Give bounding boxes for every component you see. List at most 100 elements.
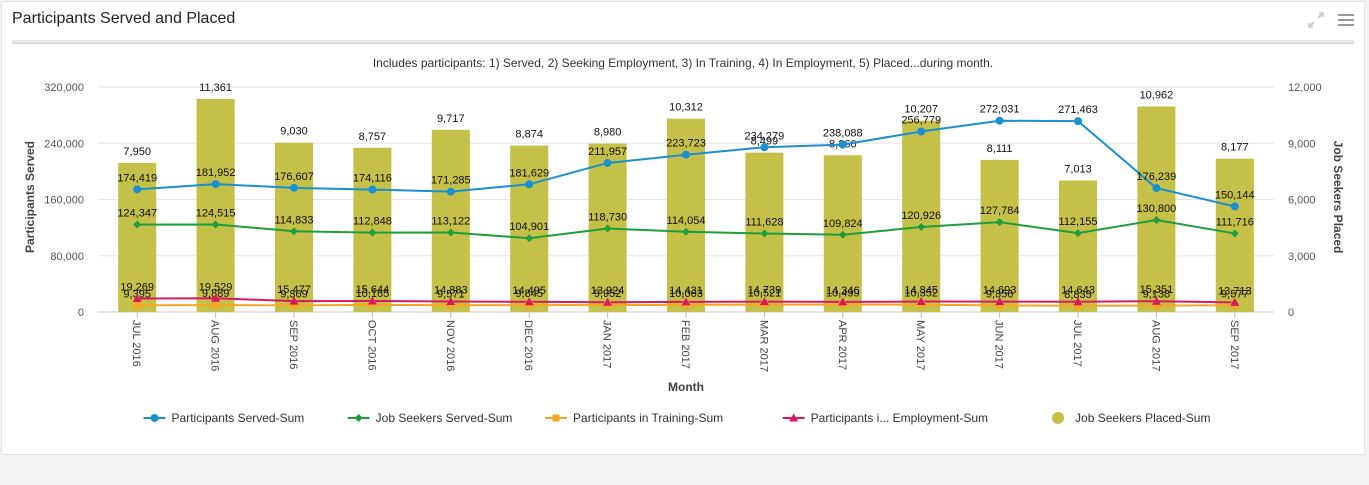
- point: [525, 234, 534, 243]
- legend-label: Participants Served-Sum: [172, 411, 305, 425]
- line-data-label: 271,463: [1058, 104, 1098, 116]
- point: [995, 297, 1005, 306]
- point: [1151, 296, 1161, 305]
- point: [211, 220, 220, 229]
- legend: Participants Served-Sum Job Seekers Serve…: [143, 411, 1210, 425]
- line-series: 174,419 181,952 176,607 174,116 171,285 181,6…: [117, 104, 1255, 310]
- expand-icon[interactable]: [1306, 10, 1326, 30]
- hamburger-menu-icon[interactable]: [1336, 10, 1356, 30]
- point: [354, 414, 363, 422]
- point: [290, 227, 298, 236]
- x-tick-label: FEB 2017: [679, 320, 691, 369]
- line-data-label: 112,848: [353, 216, 392, 228]
- point: [367, 296, 377, 305]
- bar: [902, 120, 941, 313]
- line-data-label: 127,784: [980, 205, 1020, 217]
- point: [1152, 216, 1161, 225]
- line-data-label: 14,739: [748, 285, 782, 297]
- x-tick-label: AUG 2017: [1149, 320, 1161, 371]
- line-data-label: 10,499: [826, 288, 860, 300]
- bar-data-label: 10,962: [1140, 89, 1174, 101]
- point: [603, 224, 612, 233]
- x-tick-label: APR 2017: [836, 320, 848, 370]
- x-axis-ticks: JUL 2016 AUG 2016 SEP 2016 OCT 2016 NOV 2016…: [130, 312, 1240, 372]
- line-data-label: 120,926: [901, 210, 941, 222]
- x-tick-label: SEP 2017: [1228, 320, 1240, 369]
- bar-data-label: 9,030: [280, 126, 308, 138]
- legend-item: Participants in Training-Sum: [545, 411, 723, 425]
- point: [1152, 302, 1160, 310]
- point: [682, 150, 690, 159]
- right-axis-label: Job Seekers Placed: [1331, 141, 1345, 254]
- right-axis-ticks: 0 3,000 6,000 9,000 12,000: [1288, 82, 1322, 319]
- point: [1230, 297, 1240, 306]
- line-data-label: 9,952: [594, 288, 622, 300]
- line-data-label: 15,477: [277, 284, 311, 296]
- point: [1230, 202, 1239, 211]
- line-data-label: 9,356: [986, 288, 1014, 300]
- line-data-label: 15,644: [356, 284, 390, 296]
- line-data-label: 114,833: [275, 214, 314, 226]
- line-data-label: 15,351: [1140, 284, 1174, 296]
- point: [917, 127, 926, 136]
- point: [212, 301, 220, 309]
- left-tick-label: 160,000: [44, 195, 84, 207]
- point: [447, 301, 455, 309]
- point: [1230, 229, 1239, 238]
- point: [211, 293, 221, 302]
- point: [368, 301, 376, 309]
- point: [995, 218, 1004, 227]
- point: [525, 180, 534, 189]
- point: [1074, 229, 1082, 238]
- point: [289, 296, 299, 305]
- line-data-label: 272,031: [980, 104, 1020, 116]
- point: [1074, 117, 1082, 126]
- legend-label: Participants i... Employment-Sum: [811, 411, 988, 425]
- point: [524, 297, 534, 306]
- point: [133, 220, 142, 229]
- left-tick-label: 0: [78, 307, 84, 319]
- line-data-label: 9,577: [1221, 288, 1249, 300]
- point: [759, 297, 769, 306]
- line-data-label: 14,346: [826, 285, 860, 297]
- line-data-label: 211,957: [588, 146, 627, 158]
- point: [603, 297, 613, 306]
- point: [290, 301, 298, 309]
- bar-data-label: 10,312: [669, 102, 703, 114]
- line-data-label: 111,716: [1216, 216, 1254, 228]
- line-data-label: 10,165: [356, 288, 390, 300]
- line-data-label: 112,155: [1059, 216, 1098, 228]
- left-axis-ticks: 0 80,000 160,000 240,000 320,000: [44, 82, 84, 319]
- bar: [196, 98, 235, 312]
- bar-data-label: 8,111: [987, 143, 1013, 155]
- legend-item: Job Seekers Placed-Sum: [1052, 411, 1210, 425]
- bar-data-label: 11,361: [199, 82, 232, 94]
- legend-symbol: [1052, 412, 1065, 424]
- point: [368, 185, 377, 194]
- right-tick-label: 3,000: [1288, 251, 1316, 263]
- bar: [510, 145, 549, 312]
- point: [681, 297, 691, 306]
- line-data-label: 174,419: [117, 172, 157, 184]
- line-data-label: 9,571: [437, 288, 465, 300]
- point: [150, 414, 159, 422]
- line-data-label: 14,883: [434, 285, 468, 297]
- line-data-label: 150,144: [1215, 189, 1255, 201]
- point: [603, 158, 612, 167]
- chart-subtitle: Includes participants: 1) Served, 2) See…: [373, 56, 993, 70]
- line-data-label: 174,116: [353, 173, 392, 185]
- bar-data-label: 9,717: [437, 113, 465, 125]
- bar-data-label: 10,207: [904, 104, 938, 116]
- line-data-label: 13,713: [1218, 285, 1252, 297]
- right-tick-label: 6,000: [1288, 195, 1316, 207]
- point: [211, 180, 220, 189]
- line-data-label: 14,495: [512, 285, 546, 297]
- point: [789, 413, 799, 422]
- line-data-label: 14,845: [904, 285, 938, 297]
- x-tick-label: JAN 2017: [601, 320, 613, 368]
- point: [1152, 184, 1161, 193]
- line-data-label: 14,693: [983, 285, 1017, 297]
- line-data-label: 9,845: [515, 288, 543, 300]
- point: [446, 228, 455, 237]
- line-data-label: 113,122: [431, 215, 470, 227]
